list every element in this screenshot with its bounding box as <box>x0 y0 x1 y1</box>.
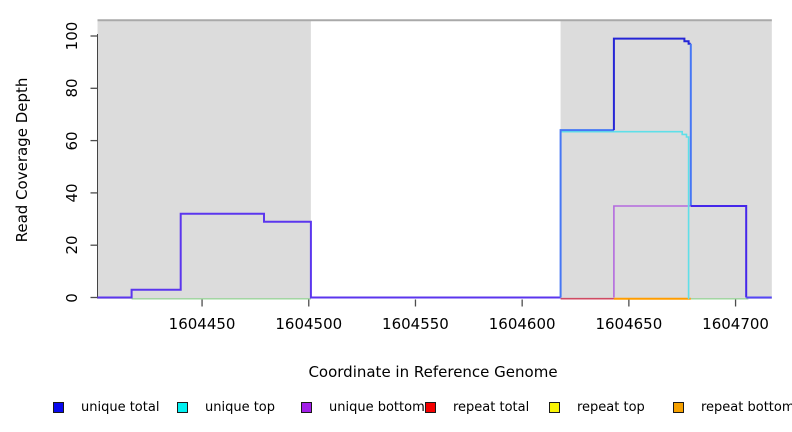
legend-swatch-icon <box>673 401 684 413</box>
legend-swatch-icon <box>177 401 188 413</box>
legend-swatch-icon <box>549 401 560 413</box>
legend-item-repeat-top: repeat top <box>549 399 645 415</box>
y-axis-title: Read Coverage Depth <box>13 77 31 243</box>
legend-label: unique bottom <box>329 399 425 415</box>
legend-label: repeat bottom <box>701 399 792 415</box>
repeat-region-left <box>97 20 311 300</box>
unique-total-left-hump <box>97 212 561 299</box>
legend-item-unique-bottom: unique bottom <box>301 399 425 415</box>
x-tick-label: 1604550 <box>382 315 449 333</box>
legend-item-repeat-total: repeat total <box>425 399 529 415</box>
x-tick-label: 1604700 <box>702 315 769 333</box>
legend-swatch-icon <box>53 401 64 413</box>
legend-label: repeat total <box>453 399 530 415</box>
x-tick-label: 1604600 <box>488 315 556 333</box>
legend-item-repeat-bottom: repeat bottom <box>673 399 792 415</box>
y-tick-label: 80 <box>63 78 81 98</box>
legend-item-unique-total: unique total <box>53 399 159 415</box>
legend-item-unique-top: unique top <box>177 399 275 415</box>
x-axis-title: Coordinate in Reference Genome <box>308 363 558 381</box>
y-tick-label: 40 <box>63 183 81 203</box>
x-tick-label: 1604500 <box>275 315 343 333</box>
y-tick-label: 20 <box>63 235 81 255</box>
legend-label: unique top <box>205 399 276 415</box>
x-tick-label: 1604450 <box>168 315 236 333</box>
y-tick-label: 60 <box>63 131 81 151</box>
unique-top-line <box>560 130 690 300</box>
repeat-region-right <box>560 20 772 300</box>
y-tick-label: 100 <box>63 21 81 51</box>
legend-swatch-icon <box>301 401 312 413</box>
y-tick-label: 0 <box>63 292 81 303</box>
legend-swatch-icon <box>425 401 436 413</box>
unique-total-step-64 <box>559 129 614 298</box>
legend-label: unique total <box>81 399 160 415</box>
unique-total-peak-99 <box>612 37 691 131</box>
legend-label: repeat top <box>577 399 645 415</box>
x-tick-label: 1604650 <box>595 315 663 333</box>
unique-total-right-35 <box>690 205 748 298</box>
